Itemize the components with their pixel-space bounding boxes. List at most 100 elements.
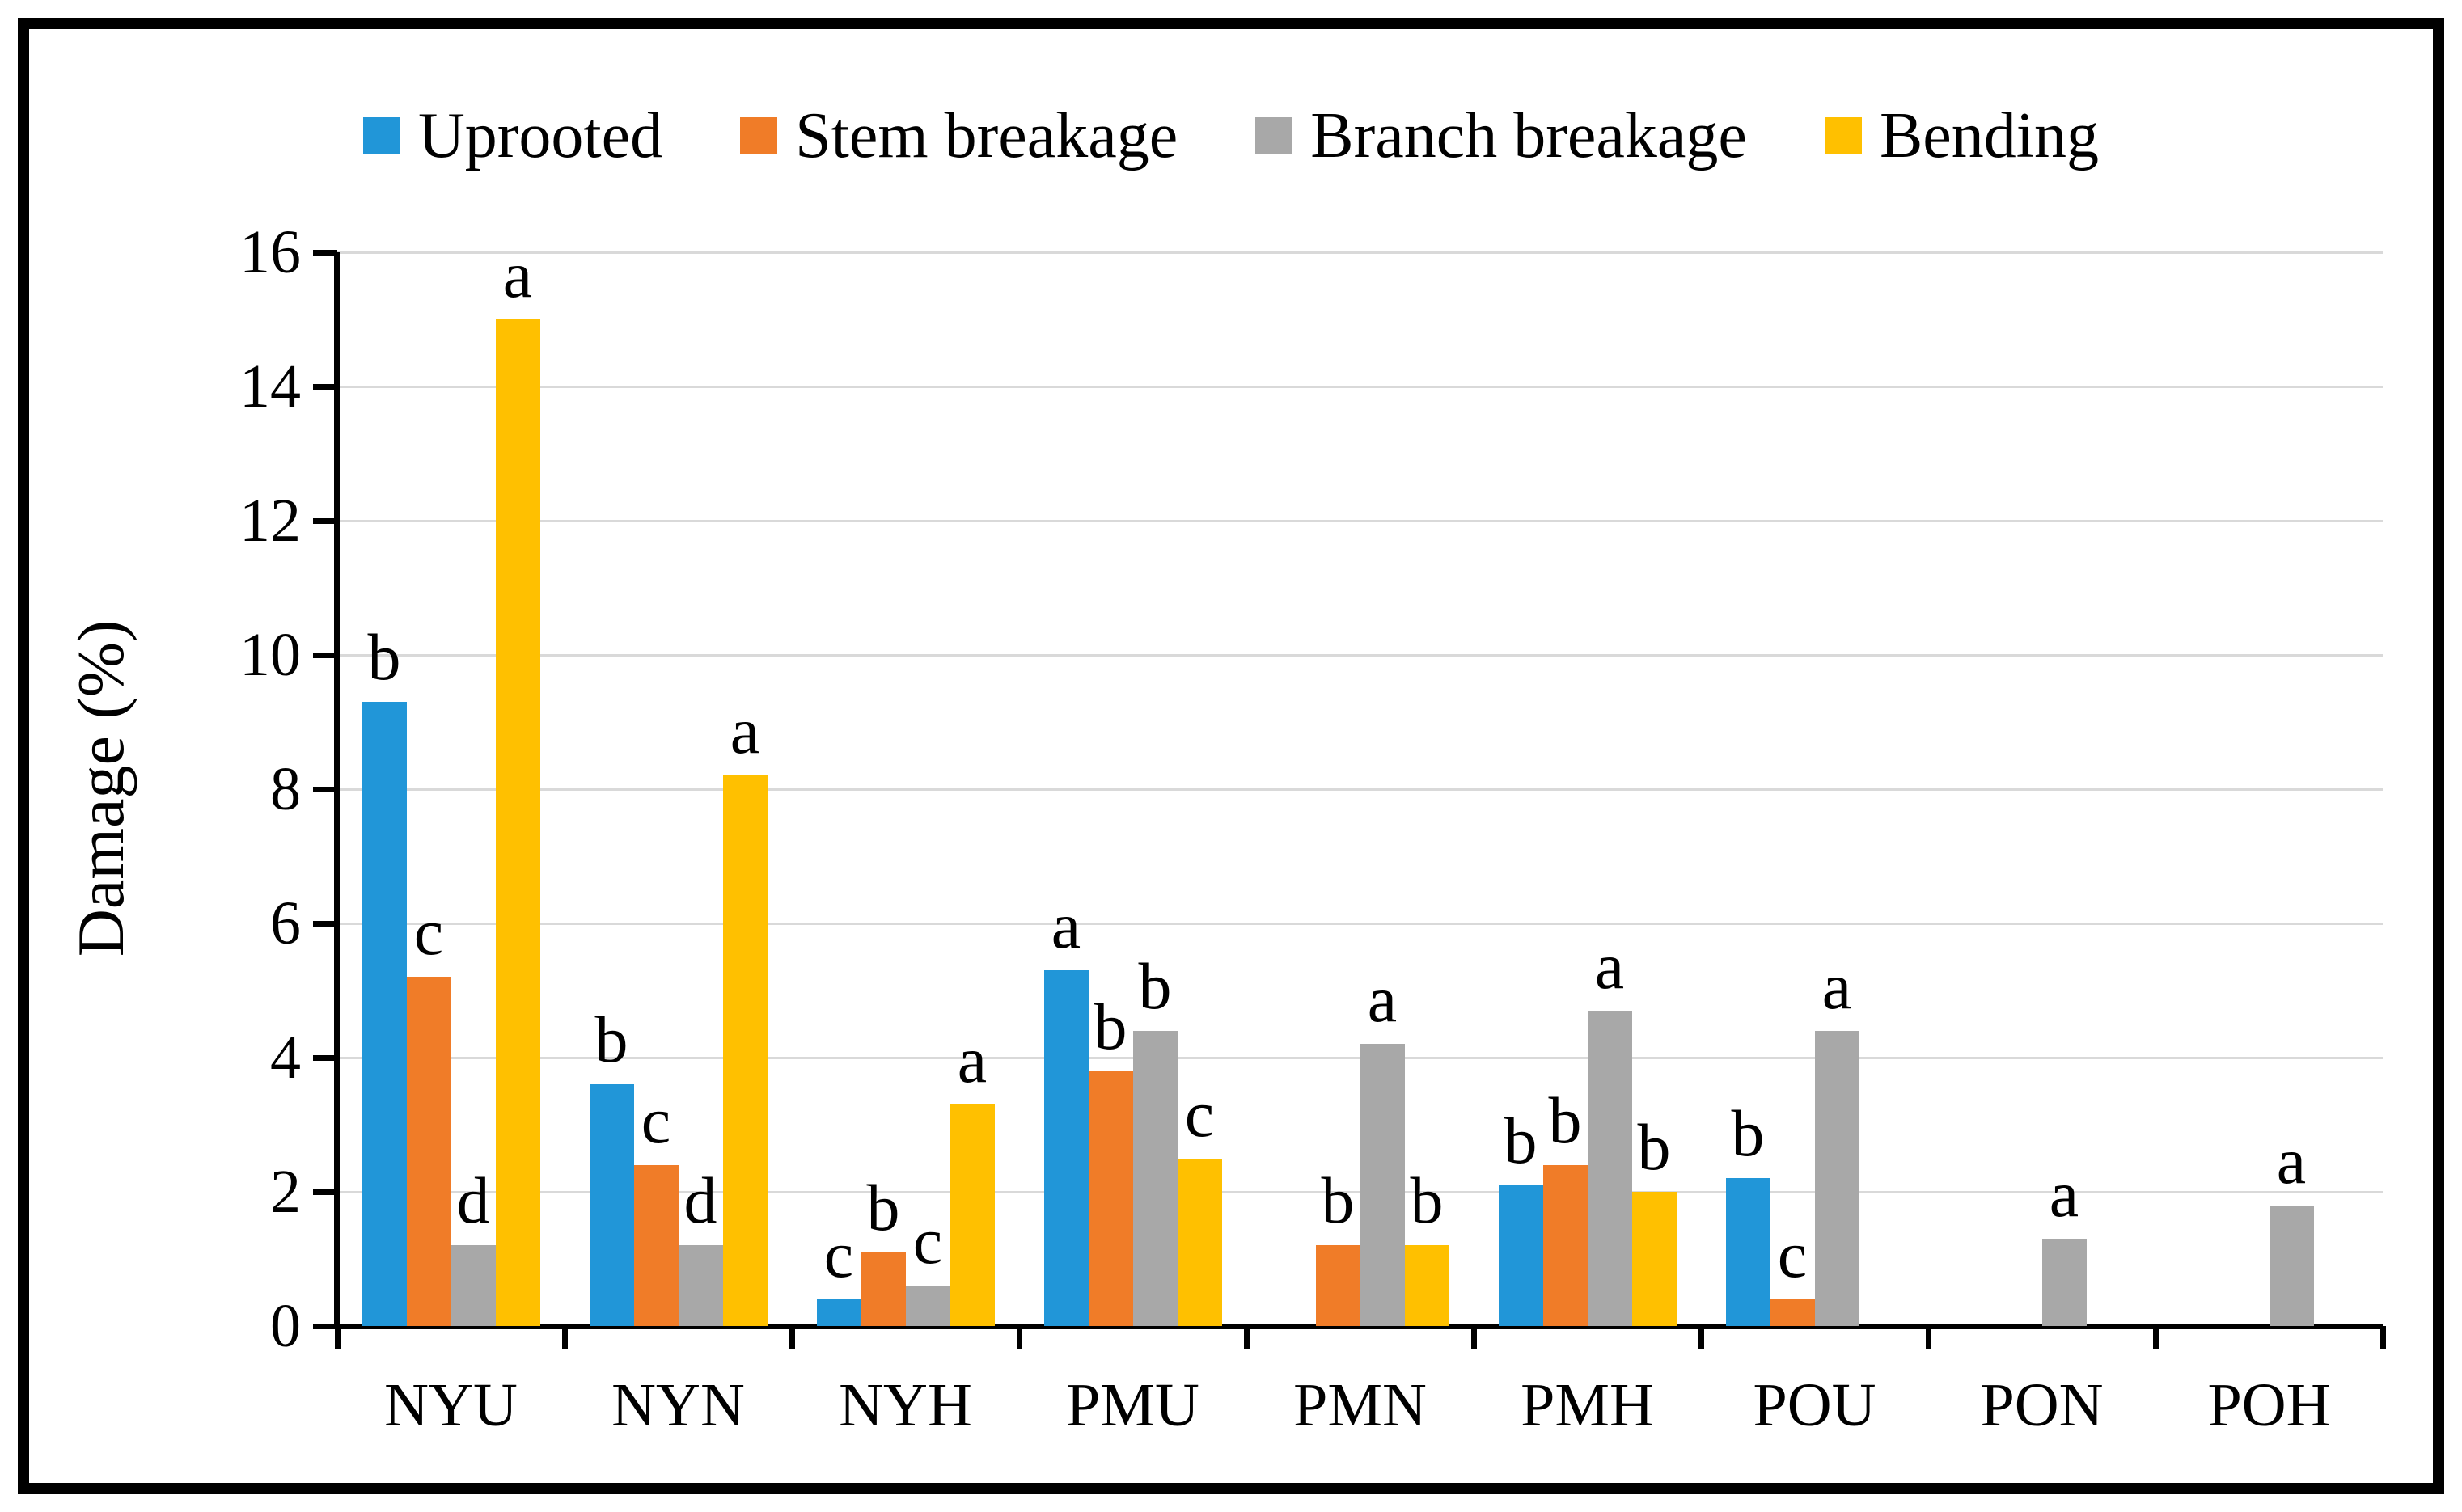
x-axis-tick: [1698, 1326, 1704, 1349]
significance-letter: a: [1051, 889, 1081, 963]
gridline: [337, 923, 2383, 925]
gridline: [337, 251, 2383, 254]
legend-swatch-bending: [1824, 117, 1862, 154]
legend-item-branch-breakage: Branch breakage: [1255, 103, 1747, 168]
legend-label-bending: Bending: [1879, 100, 2100, 171]
legend-label-stem-breakage: Stem breakage: [795, 100, 1178, 171]
x-axis-tick: [1471, 1326, 1477, 1349]
significance-letter: a: [730, 694, 760, 768]
y-axis-line: [334, 252, 340, 1329]
y-axis-tick: [313, 1055, 337, 1061]
bar-branch-breakage-pmn: [1360, 1044, 1405, 1326]
bar-uprooted-nyn: [589, 1084, 634, 1326]
significance-letter: a: [1594, 928, 1625, 1003]
significance-letter: b: [1731, 1096, 1765, 1171]
legend-swatch-uprooted: [362, 117, 400, 154]
y-axis-tick: [313, 1324, 337, 1329]
x-tick-label: NYH: [839, 1371, 972, 1439]
significance-letter: b: [866, 1170, 900, 1244]
significance-letter: c: [1777, 1217, 1808, 1291]
significance-letter: d: [683, 1164, 717, 1238]
significance-letter: b: [367, 620, 401, 695]
y-tick-label: 0: [270, 1292, 301, 1360]
bar-branch-breakage-pou: [1814, 1030, 1859, 1326]
significance-letter: b: [1637, 1110, 1671, 1184]
x-tick-label: POH: [2207, 1371, 2331, 1439]
legend-item-bending: Bending: [1824, 100, 2100, 171]
legend-label-branch-breakage: Branch breakage: [1310, 100, 1747, 171]
y-tick-label: 16: [239, 218, 301, 286]
bar-branch-breakage-nyn: [678, 1245, 723, 1326]
x-axis-line: [334, 1324, 2383, 1329]
x-axis-tick: [789, 1326, 795, 1349]
y-tick-label: 4: [270, 1024, 301, 1092]
bar-bending-pmh: [1631, 1192, 1677, 1326]
legend-swatch-branch-breakage: [1255, 117, 1293, 154]
x-tick-label: PMU: [1066, 1371, 1199, 1439]
x-tick-label: PON: [1980, 1371, 2104, 1439]
x-axis-tick: [2153, 1326, 2159, 1349]
bar-stem-breakage-nyh: [861, 1252, 906, 1326]
significance-letter: a: [1367, 962, 1398, 1037]
x-tick-label: NYU: [384, 1371, 518, 1439]
significance-letter: d: [456, 1164, 490, 1238]
x-axis-tick: [335, 1326, 341, 1349]
gridline: [337, 788, 2383, 791]
gridline: [337, 654, 2383, 657]
x-tick-label: PMN: [1293, 1371, 1427, 1439]
y-axis-tick: [313, 384, 337, 390]
bar-stem-breakage-pmu: [1088, 1071, 1133, 1326]
significance-letter: c: [641, 1083, 671, 1157]
legend: Uprooted Stem breakage Branch breakage B…: [0, 103, 2462, 168]
significance-letter: a: [2276, 1123, 2307, 1197]
significance-letter: a: [2049, 1157, 2079, 1231]
y-tick-label: 10: [239, 621, 301, 689]
significance-letter: a: [502, 238, 533, 311]
x-axis-tick: [2380, 1326, 2386, 1349]
y-tick-label: 12: [239, 487, 301, 555]
bar-bending-nyn: [722, 775, 768, 1326]
bar-uprooted-nyh: [816, 1299, 861, 1326]
bar-bending-nyh: [950, 1104, 995, 1326]
bar-stem-breakage-pmh: [1542, 1164, 1588, 1326]
bar-bending-nyu: [495, 319, 540, 1326]
legend-item-uprooted: Uprooted: [362, 100, 663, 171]
bar-stem-breakage-pou: [1770, 1299, 1815, 1326]
bar-uprooted-pmu: [1043, 970, 1089, 1326]
significance-letter: b: [1094, 989, 1127, 1063]
y-tick-label: 2: [270, 1158, 301, 1226]
legend-label-uprooted: Uprooted: [417, 100, 663, 171]
bar-uprooted-pou: [1725, 1178, 1770, 1326]
y-axis-tick: [313, 787, 337, 792]
significance-letter: c: [413, 895, 444, 969]
significance-letter: a: [957, 1023, 988, 1097]
gridline: [337, 386, 2383, 388]
bar-stem-breakage-pmn: [1315, 1245, 1360, 1326]
significance-letter: b: [1548, 1083, 1582, 1157]
bar-branch-breakage-pmh: [1587, 1010, 1632, 1326]
bar-branch-breakage-nyh: [905, 1286, 950, 1326]
legend-swatch-stem-breakage: [740, 117, 778, 154]
bar-bending-pmu: [1177, 1158, 1222, 1326]
significance-letter: b: [1410, 1164, 1444, 1238]
bar-branch-breakage-nyu: [451, 1245, 496, 1326]
y-axis-tick: [313, 921, 337, 927]
significance-letter: c: [912, 1204, 943, 1278]
bar-bending-pmn: [1404, 1245, 1449, 1326]
bar-branch-breakage-pon: [2041, 1239, 2087, 1326]
y-tick-label: 6: [270, 889, 301, 957]
x-axis-tick: [562, 1326, 568, 1349]
x-axis-tick: [1017, 1326, 1022, 1349]
significance-letter: c: [823, 1217, 854, 1291]
y-axis-title: Damage (%): [64, 619, 137, 957]
x-axis-tick: [1926, 1326, 1931, 1349]
x-tick-label: POU: [1753, 1371, 1876, 1439]
y-tick-label: 8: [270, 755, 301, 823]
significance-letter: b: [594, 1003, 628, 1077]
legend-item-stem-breakage: Stem breakage: [740, 103, 1178, 168]
significance-letter: b: [1504, 1103, 1538, 1177]
significance-letter: b: [1138, 948, 1172, 1023]
y-axis-tick: [313, 518, 337, 524]
y-tick-label: 14: [239, 353, 301, 420]
